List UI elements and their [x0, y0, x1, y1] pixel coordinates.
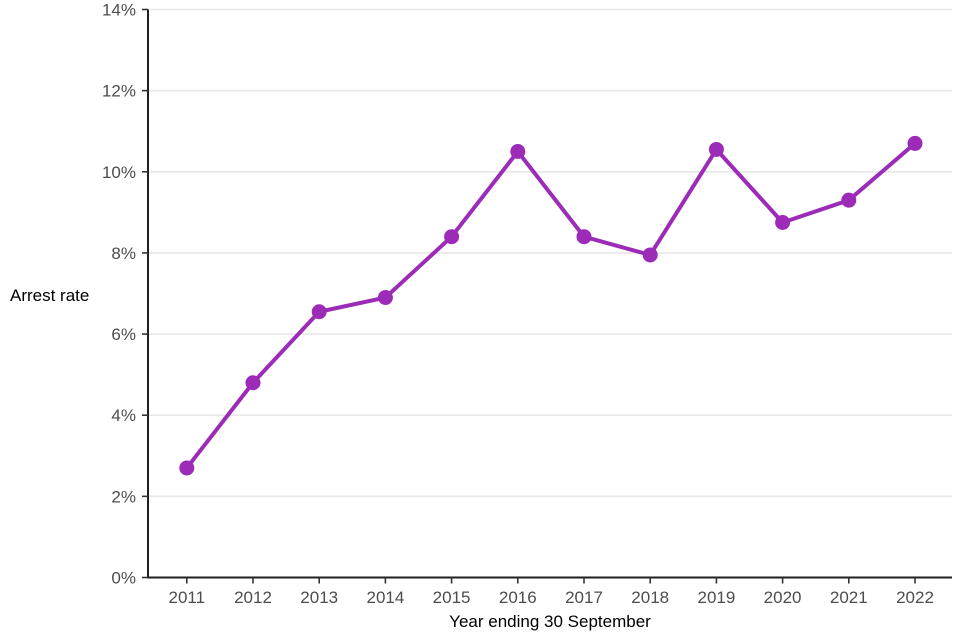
y-tick-label: 6%: [111, 325, 136, 344]
data-point: [510, 144, 526, 159]
x-tick-label: 2016: [499, 588, 537, 607]
x-tick-label: 2012: [234, 588, 272, 607]
x-tick-label: 2011: [169, 588, 206, 607]
y-tick-label: 10%: [102, 163, 136, 182]
axes-layer: [142, 8, 952, 584]
series-layer: [179, 135, 923, 476]
x-tick-label: 2021: [830, 588, 868, 607]
x-tick-label: 2022: [896, 588, 934, 607]
y-tick-label: 2%: [111, 487, 136, 506]
data-point: [907, 135, 923, 151]
data-point: [775, 215, 791, 230]
gridlines-layer: [148, 8, 952, 498]
y-tick-label: 4%: [111, 406, 136, 425]
x-tick-label: 2013: [300, 588, 338, 607]
data-point: [708, 141, 724, 157]
data-point: [179, 460, 195, 476]
y-tick-label: 14%: [102, 1, 136, 20]
data-point: [377, 290, 393, 306]
data-point: [444, 229, 460, 245]
data-point: [642, 247, 658, 263]
x-tick-label: 2019: [697, 588, 735, 607]
x-tick-label: 2020: [764, 588, 802, 607]
x-tick-label: 2018: [631, 588, 669, 607]
data-point: [245, 375, 261, 391]
x-tick-label: 2014: [366, 588, 404, 607]
trend-line: [184, 141, 917, 470]
x-tick-label: 2015: [433, 588, 471, 607]
data-point: [576, 229, 592, 245]
data-point: [841, 192, 857, 208]
x-tick-label: 2017: [565, 588, 603, 607]
data-point: [311, 304, 327, 320]
y-axis-title: Arrest rate: [10, 286, 89, 305]
y-tick-label: 12%: [102, 82, 136, 101]
y-tick-label: 8%: [111, 244, 136, 263]
axis-lines: [147, 9, 952, 579]
x-axis-title: Year ending 30 September: [449, 612, 651, 631]
y-tick-label: 0%: [111, 569, 136, 588]
tick-labels-layer: 0% 2% 4% 6% 8% 10% 12% 14% 2011 2012 2013 2014 2015 2…: [102, 1, 934, 608]
